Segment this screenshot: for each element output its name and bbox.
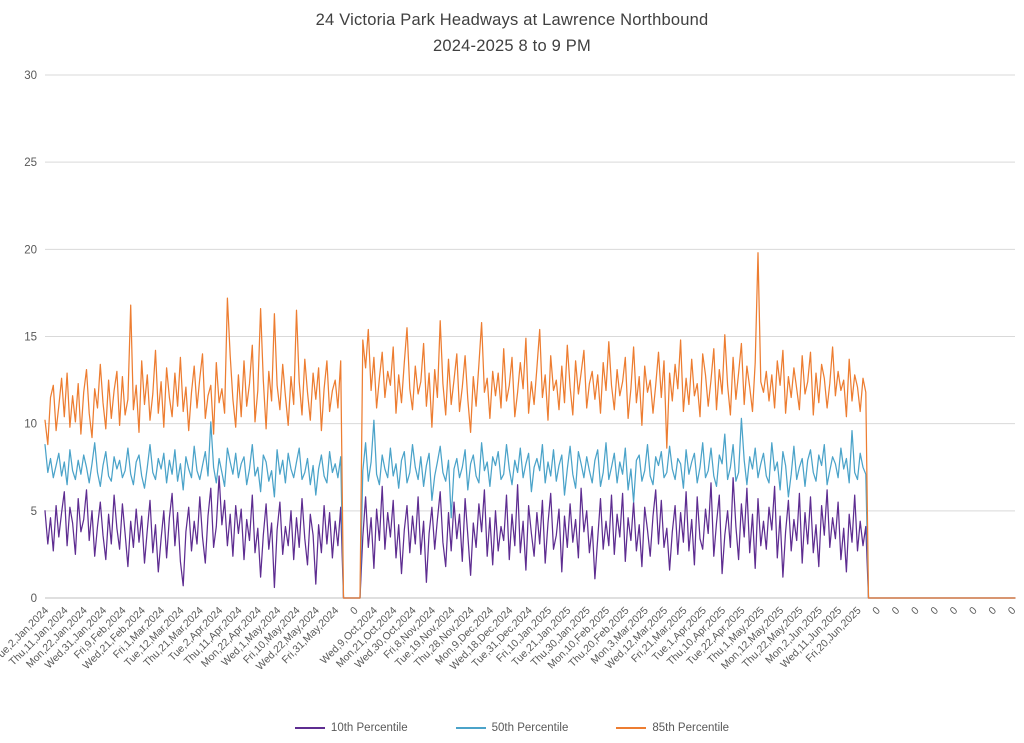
series-line-50th-percentile <box>44 417 1016 599</box>
series-line-10th-percentile <box>44 475 1016 599</box>
legend-label: 85th Percentile <box>652 722 730 734</box>
legend-label: 50th Percentile <box>491 722 569 734</box>
x-axis-label: 0 <box>348 605 361 618</box>
y-axis-label: 15 <box>24 332 37 344</box>
x-axis-label: 0 <box>890 605 903 618</box>
chart-title-line2: 2024-2025 8 to 9 PM <box>433 37 591 55</box>
x-axis-label: 0 <box>948 605 961 618</box>
chart-legend: 10th Percentile 50th Percentile 85th Per… <box>0 722 1024 734</box>
chart-title: 24 Victoria Park Headways at Lawrence No… <box>0 7 1024 59</box>
legend-item-50th-percentile: 50th Percentile <box>455 722 569 734</box>
legend-item-85th-percentile: 85th Percentile <box>616 722 729 734</box>
y-axis-label: 0 <box>31 593 37 605</box>
x-axis-label: 0 <box>986 605 999 618</box>
y-axis-label: 30 <box>24 70 37 82</box>
x-axis-label: 0 <box>870 605 883 618</box>
x-axis-label: 0 <box>909 605 922 618</box>
x-axis-label: 0 <box>1006 605 1019 618</box>
series-line-85th-percentile <box>44 252 1016 599</box>
chart-title-line1: 24 Victoria Park Headways at Lawrence No… <box>315 11 709 29</box>
legend-line-swatch <box>616 727 647 729</box>
legend-line-swatch <box>455 727 486 729</box>
y-axis-label: 25 <box>24 157 37 169</box>
x-axis-label: 0 <box>928 605 941 618</box>
y-axis-label: 5 <box>31 506 37 518</box>
legend-item-10th-percentile: 10th Percentile <box>294 722 408 734</box>
y-axis-label: 10 <box>24 419 37 431</box>
x-axis-label: 0 <box>967 605 980 618</box>
legend-line-swatch <box>294 727 325 729</box>
legend-label: 10th Percentile <box>330 722 408 734</box>
y-axis-label: 20 <box>24 244 37 256</box>
